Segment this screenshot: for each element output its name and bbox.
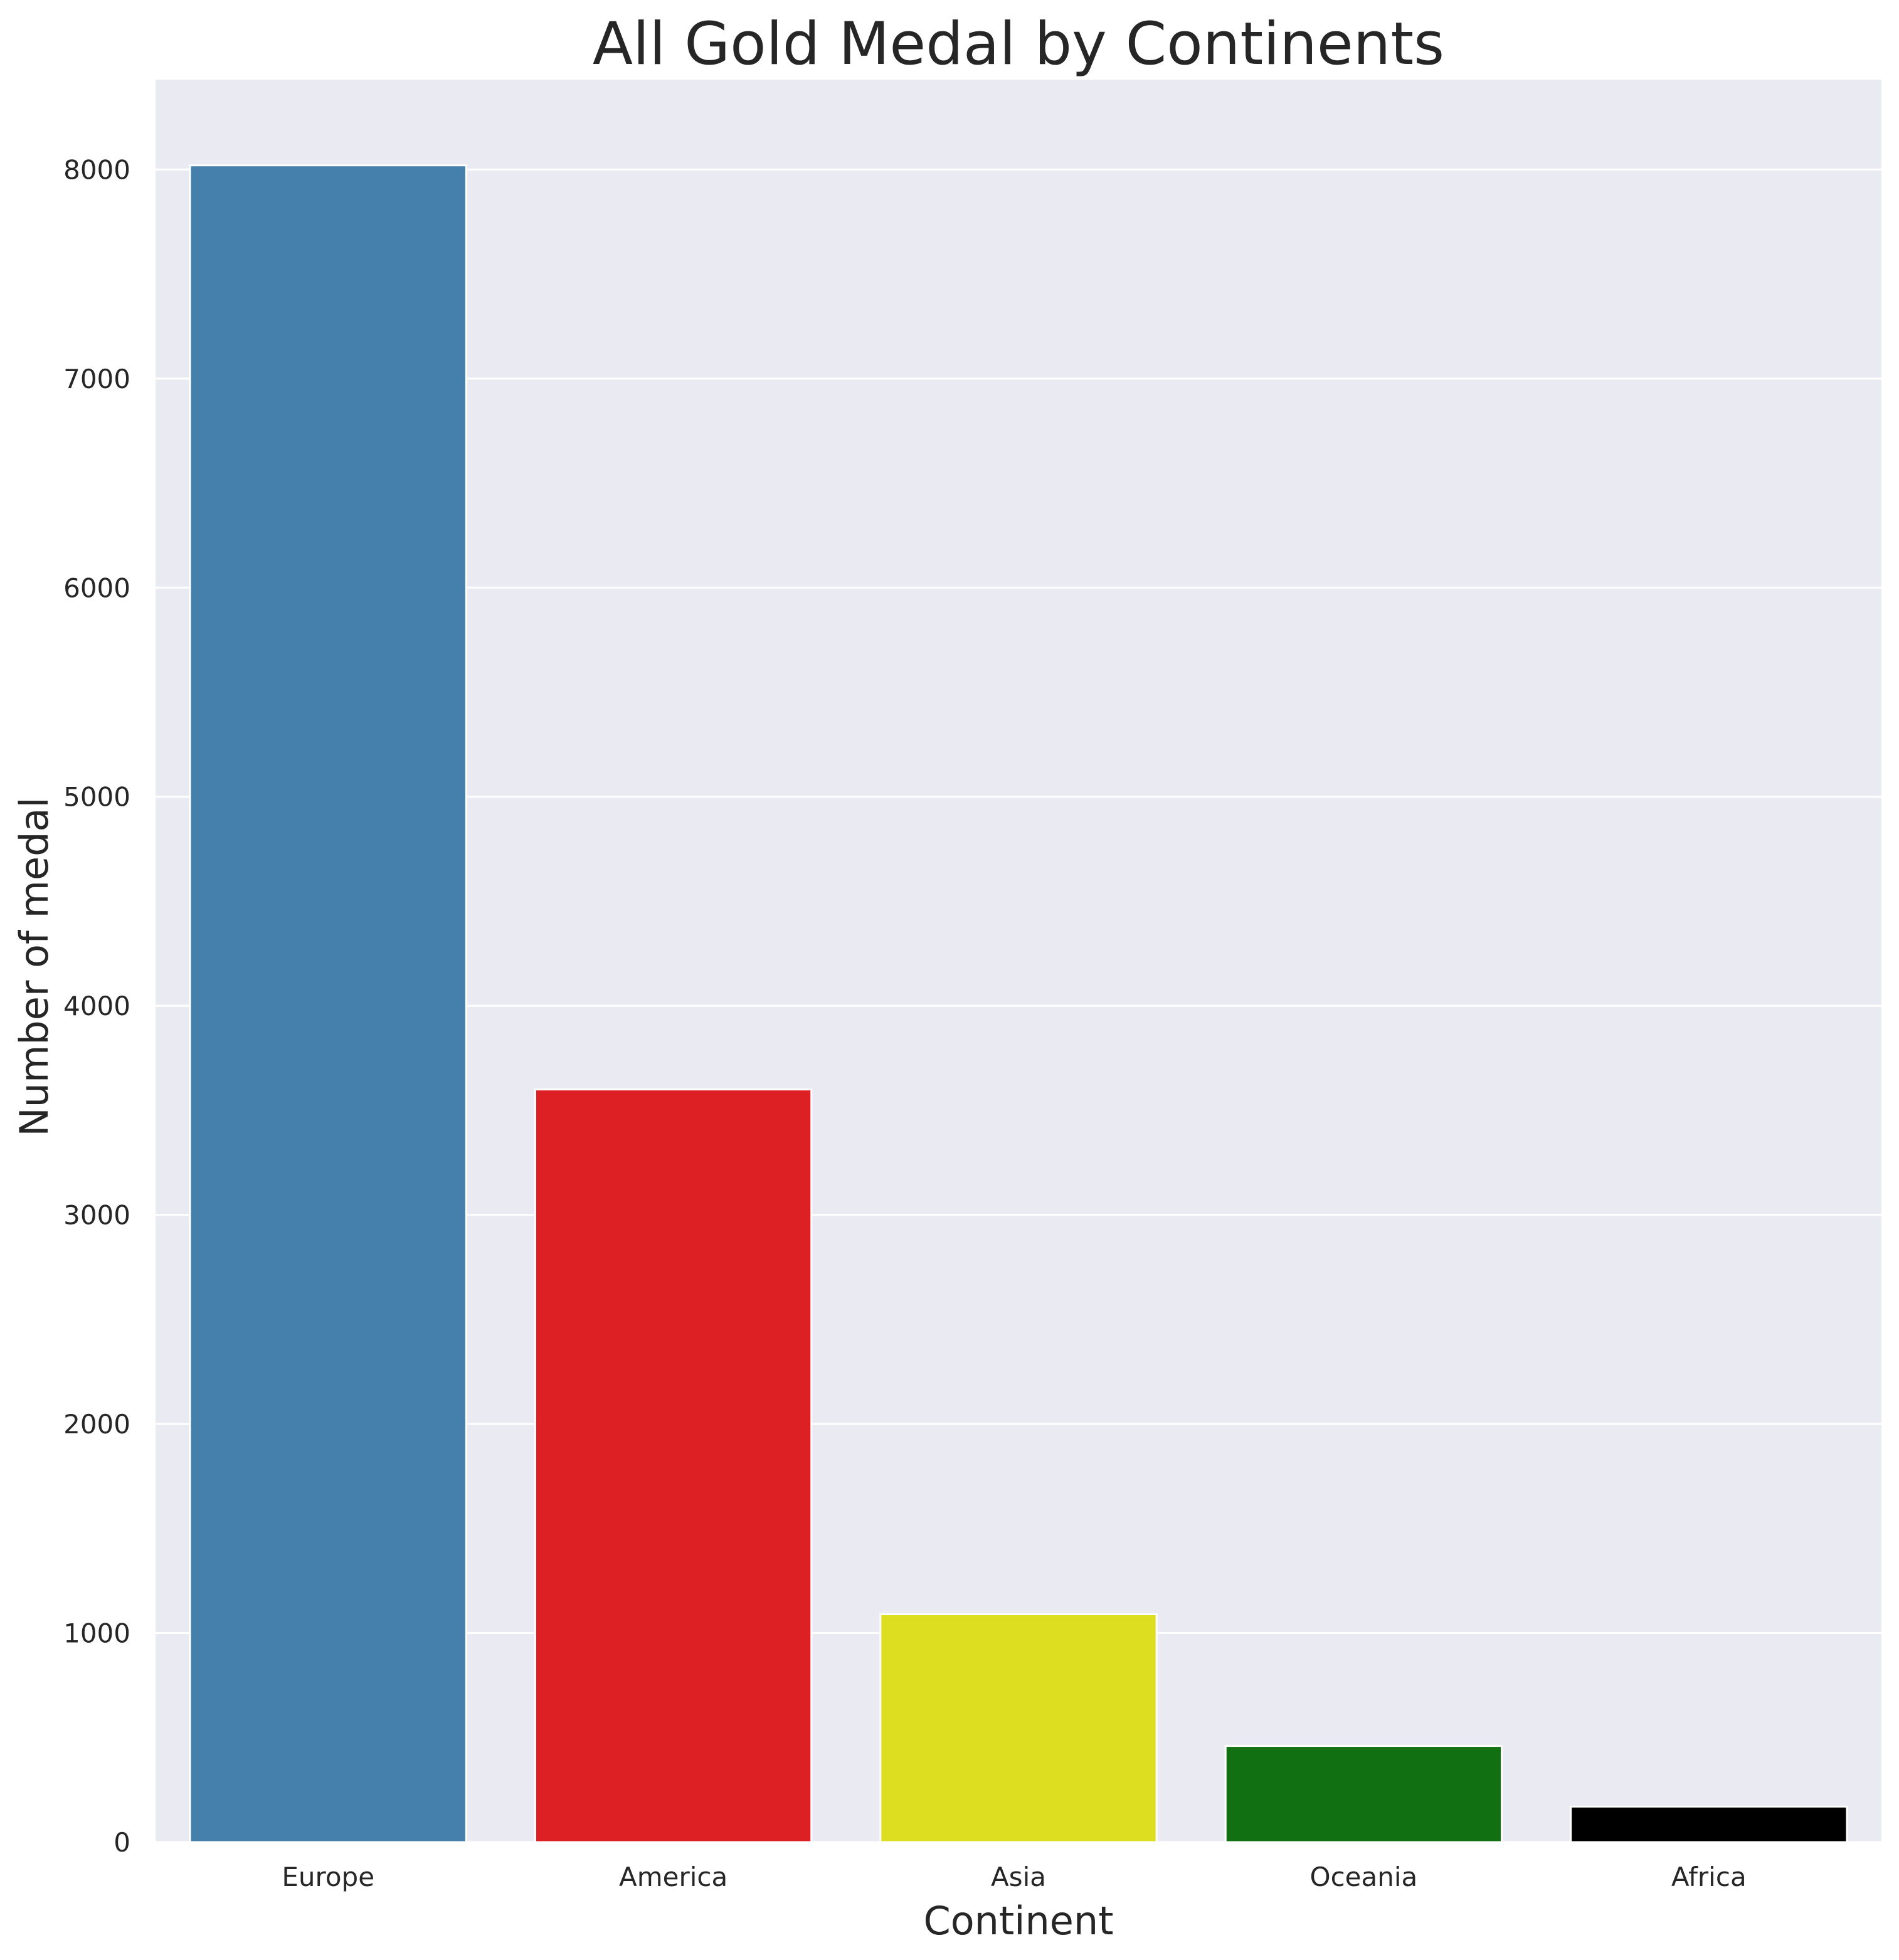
x-tick-labels: Europe America Asia Oceania Africa	[282, 1862, 1746, 1892]
y-tick-labels: 0 1000 2000 3000 4000 5000 6000 7000 8000	[63, 154, 130, 1858]
x-axis-label: Continent	[923, 1898, 1113, 1944]
bar-america	[534, 1088, 813, 1843]
y-axis-label: Number of medal	[11, 797, 57, 1136]
x-tick-label-europe: Europe	[282, 1862, 374, 1892]
x-tick-label-oceania: Oceania	[1310, 1862, 1418, 1892]
y-tick-label: 5000	[63, 782, 130, 813]
bar-europe	[189, 164, 467, 1843]
x-tick-label-america: America	[619, 1862, 727, 1892]
chart-title: All Gold Medal by Continents	[593, 10, 1444, 78]
y-tick-label: 7000	[63, 364, 130, 394]
x-tick-label-africa: Africa	[1671, 1862, 1747, 1892]
y-tick-label: 1000	[63, 1618, 130, 1649]
bars	[189, 164, 1848, 1843]
y-tick-label: 8000	[63, 154, 130, 185]
y-tick-label: 2000	[63, 1409, 130, 1440]
y-tick-label: 4000	[63, 991, 130, 1021]
bar-africa	[1570, 1805, 1848, 1843]
x-tick-label-asia: Asia	[991, 1862, 1046, 1892]
y-tick-label: 3000	[63, 1200, 130, 1231]
bar-asia	[879, 1613, 1158, 1843]
bar-oceania	[1224, 1745, 1503, 1843]
y-tick-label: 6000	[63, 572, 130, 603]
y-tick-label: 0	[114, 1827, 130, 1858]
